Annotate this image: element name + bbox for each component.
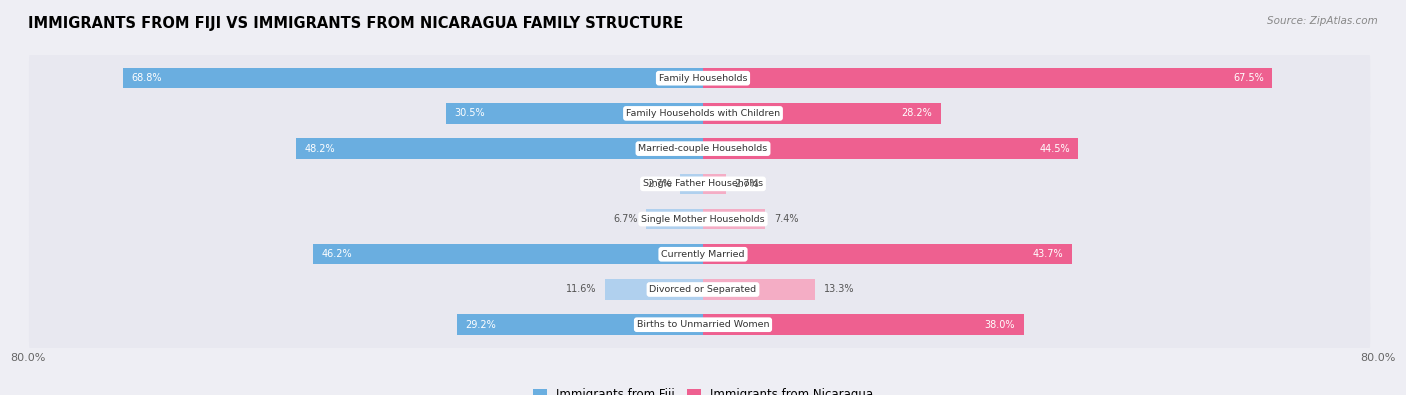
Bar: [703, 279, 815, 300]
Bar: [681, 174, 703, 194]
Bar: [703, 174, 725, 194]
Text: 11.6%: 11.6%: [567, 284, 596, 295]
Bar: [446, 103, 703, 124]
Bar: [703, 138, 1078, 159]
Legend: Immigrants from Fiji, Immigrants from Nicaragua: Immigrants from Fiji, Immigrants from Ni…: [527, 384, 879, 395]
Text: 29.2%: 29.2%: [465, 320, 496, 330]
Bar: [703, 103, 941, 124]
Text: 2.7%: 2.7%: [734, 179, 759, 189]
Text: Single Mother Households: Single Mother Households: [641, 214, 765, 224]
Text: Family Households with Children: Family Households with Children: [626, 109, 780, 118]
Text: Family Households: Family Households: [659, 74, 747, 83]
FancyBboxPatch shape: [30, 263, 1371, 316]
FancyBboxPatch shape: [30, 87, 1371, 140]
Text: Currently Married: Currently Married: [661, 250, 745, 259]
Text: 67.5%: 67.5%: [1233, 73, 1264, 83]
Text: IMMIGRANTS FROM FIJI VS IMMIGRANTS FROM NICARAGUA FAMILY STRUCTURE: IMMIGRANTS FROM FIJI VS IMMIGRANTS FROM …: [28, 16, 683, 31]
Bar: [703, 244, 1071, 265]
Text: 6.7%: 6.7%: [613, 214, 638, 224]
Text: Source: ZipAtlas.com: Source: ZipAtlas.com: [1267, 16, 1378, 26]
Text: 68.8%: 68.8%: [131, 73, 162, 83]
Text: 7.4%: 7.4%: [773, 214, 799, 224]
FancyBboxPatch shape: [30, 298, 1371, 352]
Bar: [703, 209, 765, 229]
FancyBboxPatch shape: [30, 192, 1371, 246]
Text: 28.2%: 28.2%: [901, 108, 932, 118]
Text: 13.3%: 13.3%: [824, 284, 853, 295]
Text: Single Father Households: Single Father Households: [643, 179, 763, 188]
Bar: [457, 314, 703, 335]
Bar: [122, 68, 703, 88]
Text: 30.5%: 30.5%: [454, 108, 485, 118]
Bar: [703, 314, 1024, 335]
Text: Births to Unmarried Women: Births to Unmarried Women: [637, 320, 769, 329]
Bar: [703, 68, 1272, 88]
FancyBboxPatch shape: [30, 157, 1371, 211]
Text: 43.7%: 43.7%: [1032, 249, 1063, 259]
Text: 2.7%: 2.7%: [647, 179, 672, 189]
FancyBboxPatch shape: [30, 122, 1371, 175]
FancyBboxPatch shape: [30, 51, 1371, 105]
Bar: [605, 279, 703, 300]
Bar: [647, 209, 703, 229]
Text: 44.5%: 44.5%: [1039, 144, 1070, 154]
FancyBboxPatch shape: [30, 228, 1371, 281]
Text: Married-couple Households: Married-couple Households: [638, 144, 768, 153]
Bar: [297, 138, 703, 159]
Text: Divorced or Separated: Divorced or Separated: [650, 285, 756, 294]
Bar: [314, 244, 703, 265]
Text: 48.2%: 48.2%: [305, 144, 336, 154]
Text: 46.2%: 46.2%: [322, 249, 353, 259]
Text: 38.0%: 38.0%: [984, 320, 1015, 330]
